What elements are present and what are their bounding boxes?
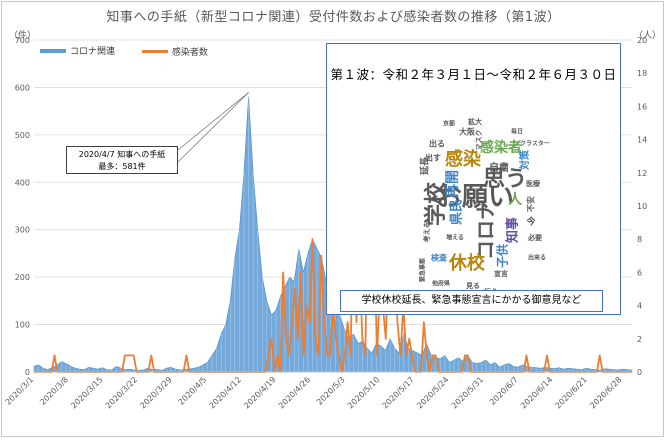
left-tick-label: 0 (25, 368, 30, 377)
left-tick-label: 200 (15, 273, 30, 282)
x-tick-label: 2020/5/24 (415, 375, 450, 410)
word-cloud-word: 考える (422, 222, 431, 243)
word-cloud-word: コロナ (474, 200, 498, 260)
word-cloud-word: 医療 (526, 179, 541, 188)
word-cloud-word: 毎日 (511, 128, 523, 136)
word-cloud-caption: 学校休校延長、緊急事態宣言にかかる御意見など (340, 290, 603, 312)
right-axis-unit: （人） (634, 31, 662, 41)
word-cloud-word: 必要 (527, 233, 542, 242)
word-cloud-word: お願い (436, 183, 514, 213)
legend-label-infected: 感染者数 (171, 47, 208, 58)
chart-title: 知事への手紙（新型コロナ関連）受付件数および感染者数の推移（第1波） (106, 10, 561, 25)
right-tick-label: 18 (637, 69, 647, 78)
x-tick-label: 2020/6/7 (488, 375, 520, 407)
word-cloud-word: 思う (483, 167, 527, 192)
word-cloud-word: 県民 (450, 199, 465, 225)
x-tick-label: 2020/5/3 (315, 375, 347, 407)
callout-pointer-lower (177, 92, 249, 163)
legend-item-corona: コロナ関連 (40, 44, 115, 57)
word-cloud-panel: 第１波：令和２年３月１日～令和２年６月３０日 お願い 思う学校 コロナ 感染休校 感染者… (326, 43, 621, 315)
word-cloud-word: 出来る (528, 254, 546, 262)
legend: コロナ関連 感染者数 (40, 44, 232, 58)
word-cloud-word: 子供 (495, 244, 510, 268)
word-cloud-word: 感染 (445, 148, 482, 170)
x-tick-label: 2020/3/1 (4, 375, 36, 407)
x-tick-label: 2020/6/14 (519, 375, 554, 410)
legend-label-corona: コロナ関連 (70, 47, 116, 57)
x-tick-label: 2020/5/31 (450, 375, 485, 410)
x-tick-label: 2020/3/8 (38, 375, 70, 407)
word-cloud-word: 延長 (419, 156, 431, 176)
left-tick-label: 100 (15, 321, 30, 330)
word-cloud-word: クラスター (520, 140, 550, 148)
x-tick-label: 2020/4/5 (177, 375, 209, 407)
legend-swatch-infected (141, 49, 168, 53)
peak-callout-line2: 最多：581件 (98, 162, 146, 171)
legend-swatch-corona (40, 48, 66, 53)
word-cloud-word: 宣言 (494, 269, 508, 278)
x-tick-label: 2020/3/29 (138, 375, 173, 410)
x-tick-label: 2020/6/28 (588, 375, 623, 410)
word-cloud-word: 自粛 (489, 161, 509, 174)
word-cloud-word: 見る (465, 281, 480, 290)
word-cloud-word: 他府県 (431, 280, 450, 288)
word-cloud-period: 第１波：令和２年３月１日～令和２年６月３０日 (330, 67, 617, 82)
right-tick-label: 2 (637, 335, 642, 344)
word-cloud-word: 学校 (423, 181, 449, 226)
peak-callout: 2020/4/7 知事への手紙 最多：581件 (66, 146, 178, 174)
peak-callout-line1: 2020/4/7 知事への手紙 (78, 150, 166, 159)
right-tick-label: 6 (637, 268, 642, 277)
x-tick-label: 2020/4/26 (277, 375, 312, 410)
word-cloud-word: 感染者 (480, 139, 522, 156)
word-cloud-word: 今 (525, 216, 536, 228)
x-tick-label: 2020/3/22 (104, 375, 139, 410)
right-tick-label: 10 (637, 202, 647, 211)
x-tick-label: 2020/5/17 (381, 375, 416, 410)
right-tick-label: 14 (637, 136, 647, 145)
right-tick-label: 0 (637, 368, 642, 377)
word-cloud-word: 出す (425, 153, 441, 163)
word-cloud-word: 緊急事態 (419, 258, 427, 282)
x-tick-label: 2020/3/15 (69, 375, 104, 410)
right-tick-label: 4 (637, 302, 642, 311)
word-cloud-word: 大阪 (459, 127, 476, 137)
left-tick-label: 500 (15, 131, 30, 140)
word-cloud-word: マスク (474, 130, 483, 151)
right-tick-label: 12 (637, 169, 647, 178)
word-cloud-word: 知事 (505, 217, 521, 243)
word-cloud-word: 増える (446, 234, 464, 242)
left-tick-label: 400 (15, 178, 30, 187)
word-cloud-word: 人 (508, 191, 523, 208)
x-tick-label: 2020/4/19 (242, 375, 277, 410)
word-cloud-word: 不安 (526, 196, 536, 212)
right-tick-label: 16 (637, 102, 647, 111)
left-tick-label: 300 (15, 226, 30, 235)
word-cloud-word: 検査 (431, 253, 448, 263)
callout-pointer-upper (177, 92, 249, 151)
left-tick-label: 600 (15, 83, 30, 92)
left-tick-label: 700 (15, 36, 30, 45)
left-axis-unit: （件） (9, 31, 37, 41)
word-cloud-word: 対策 (518, 149, 531, 171)
word-cloud-word: 拡大 (468, 117, 482, 126)
right-tick-label: 20 (637, 36, 647, 45)
x-tick-label: 2020/4/12 (208, 375, 243, 410)
word-cloud-word: 出る (429, 139, 445, 149)
legend-item-infected: 感染者数 (141, 45, 208, 58)
word-cloud-word: 京都 (443, 120, 455, 128)
x-tick-label: 2020/6/21 (554, 375, 589, 410)
word-cloud-word: 休校 (448, 252, 486, 274)
x-tick-label: 2020/5/10 (346, 375, 381, 410)
word-cloud-word: 再開 (445, 170, 461, 198)
right-tick-label: 8 (637, 235, 642, 244)
